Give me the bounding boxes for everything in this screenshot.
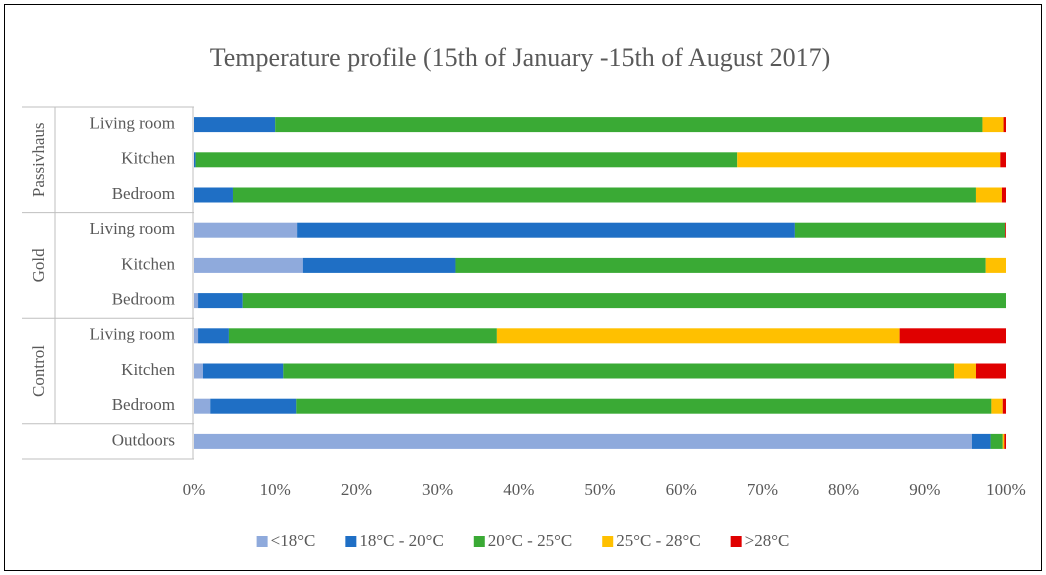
bar-segment <box>194 117 276 133</box>
bar-segment <box>302 257 456 273</box>
bar-segment <box>1005 222 1006 238</box>
bar-segment <box>455 257 986 273</box>
bar-segment <box>228 328 497 344</box>
bar-segment <box>275 117 983 133</box>
bar-segment <box>1004 433 1006 449</box>
bar-segment <box>1002 433 1005 449</box>
bar-segment <box>971 433 991 449</box>
chart-border <box>4 4 1042 571</box>
category-label: Kitchen <box>121 149 175 168</box>
legend-label: >28°C <box>745 531 790 550</box>
x-tick-label: 50% <box>584 480 615 499</box>
x-tick-label: 90% <box>909 480 940 499</box>
legend-label: 18°C - 20°C <box>359 531 443 550</box>
bar-segment <box>194 152 196 168</box>
bar-segment <box>242 293 1007 309</box>
category-label: Living room <box>90 114 175 133</box>
bar-segment <box>982 117 1004 133</box>
bar-segment <box>990 433 1003 449</box>
bar-segment <box>283 363 955 379</box>
category-label: Outdoors <box>112 430 175 449</box>
bar-segment <box>198 293 243 309</box>
x-tick-label: 100% <box>986 480 1026 499</box>
legend-label: 25°C - 28°C <box>616 531 700 550</box>
bar-segment <box>195 152 738 168</box>
bar-segment <box>1002 398 1006 414</box>
bar-segment <box>194 398 211 414</box>
bar-segment <box>991 398 1003 414</box>
legend-swatch <box>730 536 742 547</box>
bar-segment <box>194 187 233 203</box>
x-tick-label: 10% <box>260 480 291 499</box>
x-tick-label: 60% <box>666 480 697 499</box>
bar-segment <box>737 152 1001 168</box>
x-tick-label: 20% <box>341 480 372 499</box>
legend-swatch <box>473 536 485 547</box>
x-tick-label: 0% <box>183 480 206 499</box>
category-label: Living room <box>90 325 175 344</box>
legend-label: <18°C <box>271 531 316 550</box>
group-label: Passivhaus <box>29 122 48 197</box>
x-tick-label: 80% <box>828 480 859 499</box>
category-label: Bedroom <box>112 184 175 203</box>
bar-segment <box>210 398 297 414</box>
group-label: Control <box>29 345 48 397</box>
bar-segment <box>194 293 199 309</box>
bar-segment <box>975 363 1006 379</box>
bar-segment <box>198 328 229 344</box>
category-label: Bedroom <box>112 290 175 309</box>
bar-segment <box>794 222 1006 238</box>
bar-segment <box>496 328 900 344</box>
category-label: Bedroom <box>112 395 175 414</box>
x-tick-label: 70% <box>747 480 778 499</box>
legend-label: 20°C - 25°C <box>488 531 572 550</box>
legend-swatch <box>602 536 614 547</box>
bar-segment <box>1003 117 1006 133</box>
bar-segment <box>194 328 199 344</box>
group-label: Gold <box>29 248 48 283</box>
legend-swatch <box>256 536 268 547</box>
legend-swatch <box>345 536 357 547</box>
bar-segment <box>232 187 976 203</box>
bar-segment <box>202 363 284 379</box>
bar-segment <box>1001 187 1006 203</box>
bar-segment <box>296 398 992 414</box>
bar-segment <box>194 257 303 273</box>
bar-segment <box>1000 152 1006 168</box>
chart-title: Temperature profile (15th of January -15… <box>210 43 831 72</box>
bar-segment <box>194 363 203 379</box>
x-tick-label: 30% <box>422 480 453 499</box>
bar-segment <box>975 187 1002 203</box>
bar-segment <box>194 433 972 449</box>
x-tick-label: 40% <box>503 480 534 499</box>
bar-segment <box>899 328 1006 344</box>
category-label: Kitchen <box>121 254 175 273</box>
bar-segment <box>194 222 298 238</box>
bar-segment <box>297 222 795 238</box>
category-label: Kitchen <box>121 360 175 379</box>
bar-segment <box>954 363 976 379</box>
bar-segment <box>985 257 1006 273</box>
category-label: Living room <box>90 219 175 238</box>
